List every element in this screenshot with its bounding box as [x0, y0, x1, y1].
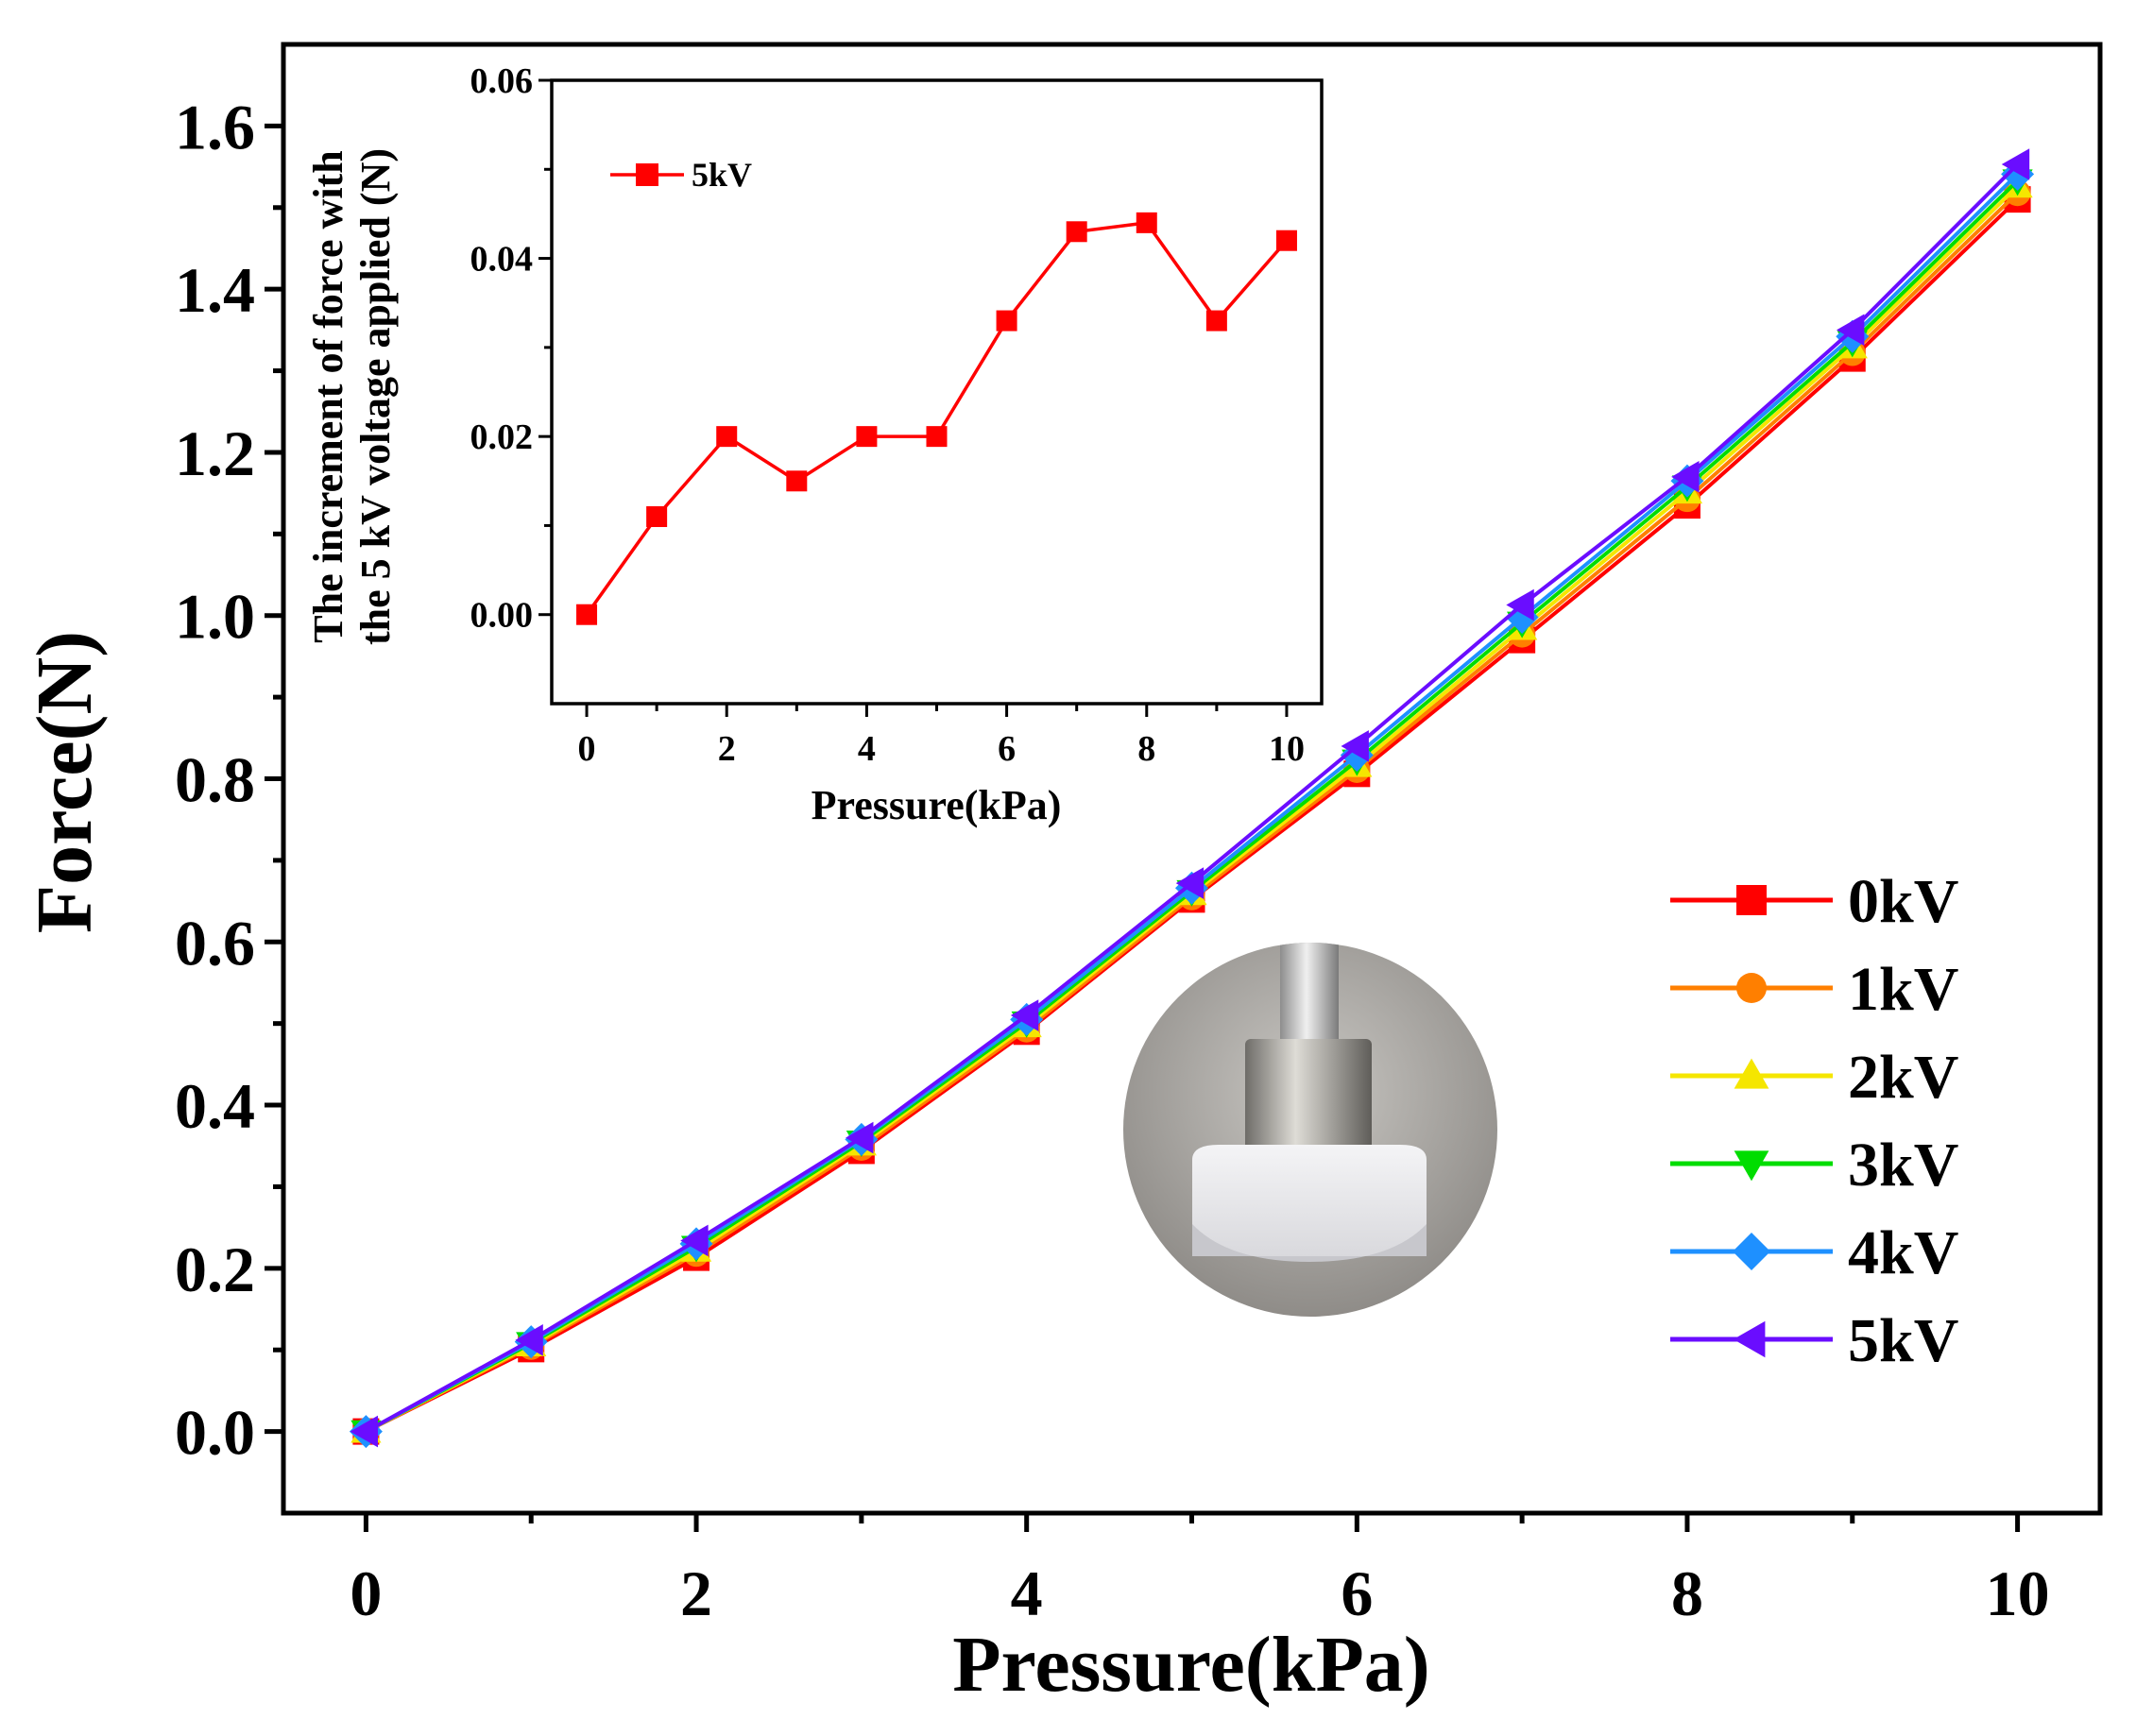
main-legend-marker-2kV [1734, 1058, 1769, 1089]
main-x-tick-label-2: 2 [680, 1557, 712, 1629]
inset-legend-marker-5kV [636, 163, 658, 186]
inset-chart: 0 2 4 6 8 10 0.00 0.02 0.04 0.06 Pressure(kPa) T… [305, 61, 1324, 828]
main-point-5kV-10 [2001, 148, 2030, 180]
main-legend-item-1kV: 1kV [1670, 955, 1958, 1024]
inset-x-axis-title: Pressure(kPa) [812, 782, 1062, 828]
main-legend-label-4kV: 4kV [1848, 1218, 1958, 1287]
inset-y-axis: 0.00 0.02 0.04 0.06 [470, 61, 552, 636]
main-y-tick-label-0.8: 0.8 [175, 744, 255, 816]
main-x-axis-title: Pressure(kPa) [952, 1621, 1429, 1709]
main-point-5kV-6 [1341, 730, 1369, 762]
inset-series-5kV [576, 212, 1297, 625]
inset-x-tick-label-8: 8 [1137, 729, 1155, 769]
main-chart: 0 2 4 6 8 10 0.0 0.2 0.4 0.6 0.8 1.0 1.2 1.4 1.6 Pres… [21, 42, 2103, 1709]
main-legend-marker-1kV [1736, 973, 1767, 1003]
inset-point-5kV-7 [1066, 221, 1087, 243]
main-legend: 0kV 1kV 2kV 3kV 4kV 5kV [1670, 867, 1958, 1375]
inset-point-5kV-0 [576, 604, 598, 625]
main-point-5kV-3 [846, 1121, 874, 1154]
main-series-group [349, 148, 2035, 1449]
inset-y-axis-title-line-1: The increment of force with [305, 150, 351, 642]
main-point-5kV-2 [680, 1224, 709, 1257]
main-point-5kV-9 [1836, 314, 1865, 347]
inset-point-5kV-8 [1136, 212, 1157, 233]
inset-point-5kV-6 [996, 310, 1017, 332]
inset-x-tick-label-6: 6 [998, 729, 1016, 769]
inset-y-axis-title-line-2: the 5 kV voltage applied (N) [352, 148, 399, 645]
main-x-tick-label-10: 10 [1986, 1557, 2050, 1629]
main-y-tick-label-0.2: 0.2 [175, 1234, 255, 1305]
inset-point-5kV-9 [1205, 310, 1227, 332]
main-series-5kV [350, 148, 2030, 1448]
main-y-axis: 0.0 0.2 0.4 0.6 0.8 1.0 1.2 1.4 1.6 [175, 91, 283, 1469]
main-legend-marker-3kV [1734, 1150, 1769, 1182]
inset-x-tick-label-0: 0 [578, 729, 596, 769]
main-y-tick-label-1.0: 1.0 [175, 581, 255, 653]
main-legend-marker-4kV [1733, 1233, 1770, 1270]
main-legend-label-3kV: 3kV [1848, 1131, 1958, 1200]
inset-x-tick-label-4: 4 [858, 729, 876, 769]
inset-y-tick-label-0.00: 0.00 [470, 596, 534, 636]
inset-x-axis: 0 2 4 6 8 10 [578, 704, 1305, 769]
inset-legend-item-5kV: 5kV [610, 156, 752, 194]
inset-point-5kV-5 [926, 426, 948, 448]
inset-point-5kV-1 [646, 506, 668, 527]
main-y-tick-label-0.0: 0.0 [175, 1397, 255, 1469]
main-y-tick-label-1.4: 1.4 [175, 254, 255, 326]
main-x-tick-label-0: 0 [350, 1557, 382, 1629]
inset-point-5kV-2 [716, 426, 738, 448]
inset-y-tick-label-0.04: 0.04 [470, 240, 534, 280]
inset-legend-label-5kV: 5kV [692, 156, 752, 194]
main-legend-label-0kV: 0kV [1848, 867, 1958, 936]
main-legend-item-0kV: 0kV [1670, 867, 1958, 936]
inset-background [552, 80, 1322, 704]
main-point-5kV-7 [1506, 588, 1534, 621]
main-y-tick-label-0.6: 0.6 [175, 907, 255, 979]
inset-y-tick-label-0.06: 0.06 [470, 61, 534, 101]
main-legend-label-1kV: 1kV [1848, 955, 1958, 1024]
inset-x-tick-label-10: 10 [1269, 729, 1305, 769]
main-legend-item-3kV: 3kV [1670, 1131, 1958, 1200]
indenter-photo [1123, 943, 1497, 1317]
inset-series-group [576, 212, 1297, 625]
main-x-axis: 0 2 4 6 8 10 [350, 1513, 2050, 1629]
inset-y-tick-label-0.02: 0.02 [470, 417, 534, 457]
main-point-5kV-4 [1010, 999, 1039, 1031]
main-x-tick-label-8: 8 [1671, 1557, 1703, 1629]
main-x-tick-label-6: 6 [1341, 1557, 1373, 1629]
main-y-tick-label-1.6: 1.6 [175, 91, 255, 162]
main-legend-label-5kV: 5kV [1848, 1306, 1958, 1375]
inset-point-5kV-10 [1275, 230, 1297, 251]
inset-point-5kV-3 [786, 470, 808, 492]
main-y-tick-label-1.2: 1.2 [175, 417, 255, 489]
main-legend-item-4kV: 4kV [1670, 1218, 1958, 1287]
main-legend-item-2kV: 2kV [1670, 1043, 1958, 1112]
main-point-5kV-5 [1175, 867, 1205, 899]
main-y-tick-label-0.4: 0.4 [175, 1070, 255, 1142]
main-point-5kV-0 [350, 1415, 379, 1448]
inset-point-5kV-4 [856, 426, 878, 448]
main-point-5kV-8 [1671, 461, 1700, 493]
main-legend-item-5kV: 5kV [1670, 1306, 1958, 1375]
main-legend-label-2kV: 2kV [1848, 1043, 1958, 1112]
main-legend-marker-5kV [1733, 1320, 1766, 1358]
main-y-axis-title: Force(N) [21, 631, 109, 933]
main-point-5kV-1 [515, 1324, 543, 1356]
inset-x-tick-label-2: 2 [718, 729, 736, 769]
main-x-tick-label-4: 4 [1011, 1557, 1043, 1629]
main-legend-marker-0kV [1736, 885, 1767, 915]
inset-legend: 5kV [610, 156, 752, 194]
